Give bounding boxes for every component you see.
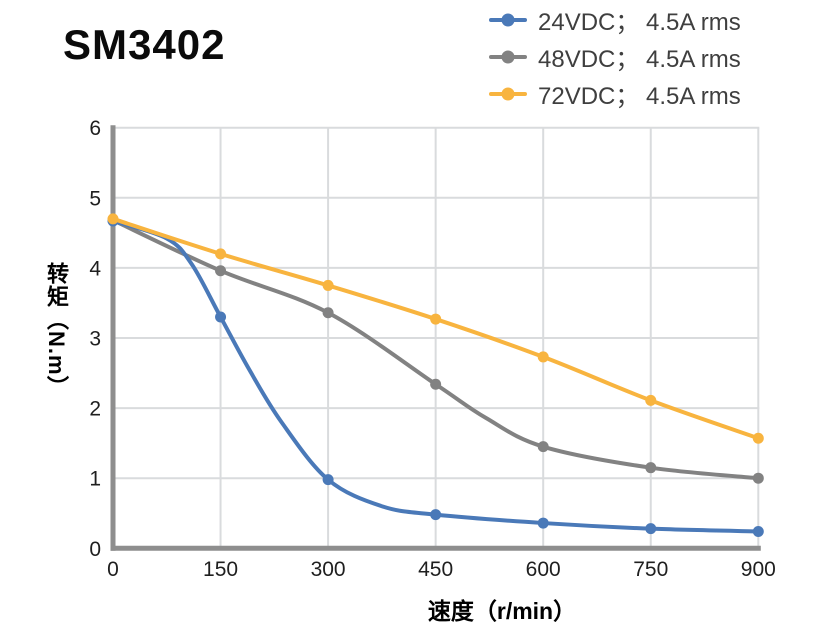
y-tick-label: 5 <box>89 187 101 210</box>
data-point <box>322 279 334 291</box>
y-tick-label: 2 <box>89 398 101 421</box>
y-tick-label: 6 <box>89 117 101 140</box>
data-point <box>752 525 764 537</box>
chart-title: SM3402 <box>63 21 226 68</box>
data-point <box>430 313 442 325</box>
legend: 24VDC； 4.5A rms 48VDC； 4.5A rms 72VDC； 4… <box>489 1 741 112</box>
data-point <box>752 432 764 444</box>
data-point <box>107 213 119 225</box>
data-point <box>215 311 227 323</box>
x-tick-label: 750 <box>633 558 668 581</box>
legend-label-24vdc: 24VDC； 4.5A rms <box>538 9 741 36</box>
legend-item-72vdc: 72VDC； 4.5A rms <box>489 75 741 112</box>
legend-item-24vdc: 24VDC； 4.5A rms <box>489 1 741 38</box>
data-point <box>215 265 227 277</box>
legend-dot-icon <box>501 87 515 100</box>
data-point <box>645 462 657 474</box>
x-tick-label: 900 <box>741 558 776 581</box>
x-tick-label: 150 <box>203 558 238 581</box>
x-tick-label: 600 <box>526 558 561 581</box>
y-axis-label: 转矩（N.m） <box>44 262 69 399</box>
data-point <box>645 523 657 535</box>
x-tick-label: 300 <box>311 558 346 581</box>
legend-dot-icon <box>501 13 515 26</box>
legend-label-72vdc: 72VDC； 4.5A rms <box>538 83 741 110</box>
legend-item-48vdc: 48VDC； 4.5A rms <box>489 38 741 75</box>
y-tick-label: 0 <box>89 538 101 561</box>
data-point <box>645 394 657 406</box>
y-tick-label: 3 <box>89 328 101 351</box>
legend-line-icon <box>489 87 527 100</box>
x-tick-label: 450 <box>418 558 453 581</box>
legend-line-icon <box>489 50 527 63</box>
data-point <box>537 517 549 529</box>
y-tick-label: 1 <box>89 468 101 491</box>
data-point <box>537 351 549 363</box>
legend-label-48vdc: 48VDC； 4.5A rms <box>538 46 741 73</box>
data-point <box>322 307 334 319</box>
data-point <box>537 441 549 453</box>
data-point <box>430 378 442 390</box>
legend-line-icon <box>489 13 527 26</box>
y-tick-label: 4 <box>89 257 101 280</box>
x-axis-label: 速度（r/min） <box>427 598 577 624</box>
x-tick-label: 0 <box>107 558 119 581</box>
legend-dot-icon <box>501 50 515 63</box>
data-point <box>430 509 442 521</box>
data-point <box>215 248 227 260</box>
data-point <box>322 474 334 486</box>
data-point <box>752 472 764 484</box>
